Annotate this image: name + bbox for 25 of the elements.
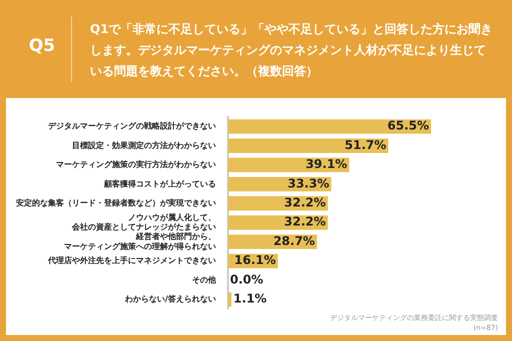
y-tick-label: 安定的な集客（リード・登録者数など）が実現できない [16,198,216,208]
data-label: 32.2% [284,214,326,229]
y-tick-label: 目標設定・効果測定の方法がわからない [72,140,216,150]
y-tick-label: 顧客獲得コストが上がっている [103,178,216,188]
y-tick-label: デジタルマーケティングの戦略設計ができない [48,120,216,131]
data-label: 0.0% [230,272,264,286]
bar [228,292,232,307]
bar [228,138,388,153]
y-tick-label: 代理店や外注先を上手にマネジメントできない [47,255,216,266]
bar [228,119,432,134]
data-label: 39.1% [306,157,348,172]
data-label: 51.7% [344,138,386,152]
y-tick-label: その他 [192,274,217,284]
data-label: 65.5% [387,118,430,133]
data-label: 33.3% [288,176,330,190]
chart-subtitle: Q1で「非常に不足している」「やや不足している」と回答した方にお聞きします。デジタルマーケティングのマネジメント人材が不足により生じている問題を教えてください。（複数回答） [90,21,494,80]
y-tick-label: 経営者や他部門から、マーケティング施策への理解が得られない [64,231,216,251]
text: Q5 [28,36,56,56]
data-label: 1.1% [233,292,267,306]
y-tick-label: マーケティング施策の実行方法がわからない [56,159,216,170]
y-tick-label: わからない/答えられない [124,294,216,304]
data-label: 16.1% [234,253,276,268]
data-label: 32.2% [284,196,326,210]
y-tick-label: ノウハウが属人化して、会社の資産としてナレッジがたまらない [71,212,216,232]
data-label: 28.7% [273,234,315,248]
